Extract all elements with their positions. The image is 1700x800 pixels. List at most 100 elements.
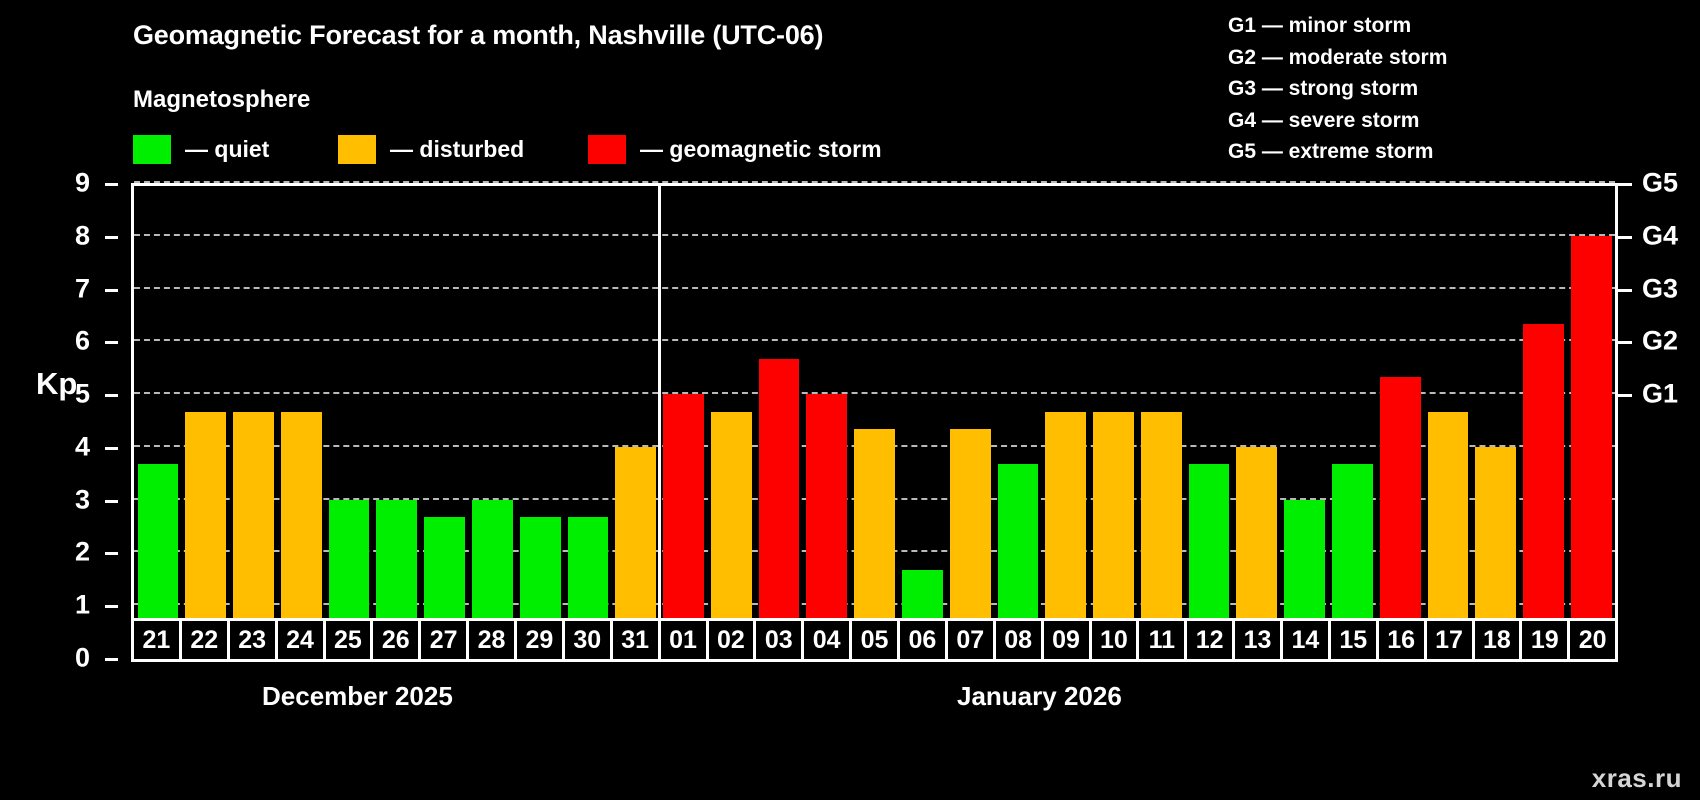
day-label-30[interactable]: 30 — [564, 621, 613, 659]
g-tick-label-G2: G2 — [1642, 325, 1679, 356]
bar-cell-29[interactable] — [516, 186, 564, 658]
plot-area — [131, 181, 1618, 658]
bar-cell-26[interactable] — [373, 186, 421, 658]
day-label-10[interactable]: 10 — [1091, 621, 1140, 659]
legend-item-disturbed: — disturbed — [338, 134, 524, 164]
day-label-09[interactable]: 09 — [1043, 621, 1092, 659]
month-divider — [658, 186, 662, 658]
storm-swatch-icon — [588, 134, 626, 164]
day-label-14[interactable]: 14 — [1283, 621, 1331, 659]
day-label-05[interactable]: 05 — [852, 621, 900, 659]
bar-03[interactable] — [758, 358, 800, 658]
bar-cell-25[interactable] — [325, 186, 373, 658]
day-label-03[interactable]: 03 — [756, 621, 805, 659]
g-tick-label-G1: G1 — [1642, 378, 1679, 409]
bar-cell-27[interactable] — [421, 186, 469, 658]
day-label-19[interactable]: 19 — [1522, 621, 1571, 659]
bar-09[interactable] — [1045, 411, 1087, 658]
bar-cell-13[interactable] — [1233, 186, 1281, 658]
g-axis: G5 G4 G3 G2 G1 — [1618, 168, 1700, 660]
bar-16[interactable] — [1379, 376, 1421, 658]
bar-cell-08[interactable] — [994, 186, 1042, 658]
day-label-15[interactable]: 15 — [1330, 621, 1379, 659]
day-label-20[interactable]: 20 — [1570, 621, 1616, 659]
g-scale-line-g1: G1 — minor storm — [1228, 14, 1412, 37]
bar-cell-20[interactable] — [1567, 186, 1615, 658]
watermark: xras.ru — [1591, 763, 1682, 793]
bar-cell-18[interactable] — [1472, 186, 1520, 658]
bar-cell-30[interactable] — [564, 186, 612, 658]
bar-cell-23[interactable] — [230, 186, 278, 658]
bar-cell-02[interactable] — [707, 186, 755, 658]
day-label-13[interactable]: 13 — [1235, 621, 1283, 659]
gridline-kp-8 — [134, 233, 1615, 236]
day-label-29[interactable]: 29 — [517, 621, 565, 659]
day-label-01[interactable]: 01 — [660, 621, 709, 659]
day-label-08[interactable]: 08 — [995, 621, 1044, 659]
bar-cell-10[interactable] — [1090, 186, 1138, 658]
day-label-02[interactable]: 02 — [708, 621, 757, 659]
y-tick-3 — [105, 499, 118, 503]
g-tick-label-G4: G4 — [1642, 220, 1679, 251]
y-tick-1 — [105, 605, 118, 609]
bar-02[interactable] — [710, 411, 752, 658]
y-tick-label-2: 2 — [74, 536, 90, 567]
day-label-11[interactable]: 11 — [1139, 621, 1188, 659]
bar-cell-14[interactable] — [1281, 186, 1329, 658]
bar-cell-17[interactable] — [1424, 186, 1472, 658]
bar-cell-21[interactable] — [134, 186, 182, 658]
g-tick-G2 — [1618, 341, 1632, 345]
bar-cell-01[interactable] — [660, 186, 708, 658]
gridline-kp-7 — [134, 286, 1615, 289]
bar-cell-31[interactable] — [612, 186, 660, 658]
bar-cell-12[interactable] — [1185, 186, 1233, 658]
day-label-17[interactable]: 17 — [1426, 621, 1475, 659]
bar-cell-04[interactable] — [803, 186, 851, 658]
bar-cell-19[interactable] — [1520, 186, 1568, 658]
day-label-04[interactable]: 04 — [804, 621, 853, 659]
bar-04[interactable] — [806, 394, 848, 658]
disturbed-swatch-icon — [338, 134, 376, 164]
g-scale-line-g2: G2 — moderate storm — [1228, 45, 1448, 69]
bar-10[interactable] — [1093, 411, 1134, 658]
bar-24[interactable] — [280, 411, 322, 658]
day-label-23[interactable]: 23 — [229, 621, 278, 659]
bar-20[interactable] — [1570, 235, 1612, 658]
bar-cell-28[interactable] — [468, 186, 516, 658]
day-label-12[interactable]: 12 — [1187, 621, 1236, 659]
magnetosphere-label: Magnetosphere — [133, 86, 311, 113]
bar-11[interactable] — [1140, 411, 1182, 658]
day-label-27[interactable]: 27 — [421, 621, 470, 659]
day-label-16[interactable]: 16 — [1378, 621, 1427, 659]
day-label-21[interactable]: 21 — [134, 621, 182, 659]
bar-cell-06[interactable] — [899, 186, 947, 658]
bar-01[interactable] — [663, 394, 704, 658]
day-label-31[interactable]: 31 — [612, 621, 661, 659]
bar-cell-16[interactable] — [1376, 186, 1424, 658]
bar-cell-03[interactable] — [755, 186, 803, 658]
day-label-06[interactable]: 06 — [900, 621, 948, 659]
y-axis-title: Kp — [36, 366, 78, 401]
bar-cell-05[interactable] — [851, 186, 899, 658]
page-title: Geomagnetic Forecast for a month, Nashvi… — [133, 20, 824, 50]
bar-cell-11[interactable] — [1137, 186, 1185, 658]
bar-cell-24[interactable] — [277, 186, 325, 658]
day-label-24[interactable]: 24 — [277, 621, 326, 659]
bar-23[interactable] — [233, 411, 274, 658]
y-tick-label-4: 4 — [74, 431, 90, 462]
bar-cell-07[interactable] — [946, 186, 994, 658]
day-label-25[interactable]: 25 — [325, 621, 374, 659]
day-label-18[interactable]: 18 — [1474, 621, 1523, 659]
bar-17[interactable] — [1427, 411, 1469, 658]
bar-cell-22[interactable] — [182, 186, 230, 658]
y-tick-6 — [105, 341, 118, 345]
bar-22[interactable] — [185, 411, 227, 658]
day-label-22[interactable]: 22 — [181, 621, 230, 659]
bar-19[interactable] — [1523, 323, 1564, 658]
day-label-26[interactable]: 26 — [373, 621, 422, 659]
day-label-28[interactable]: 28 — [469, 621, 517, 659]
bar-cell-09[interactable] — [1042, 186, 1090, 658]
day-label-07[interactable]: 07 — [947, 621, 996, 659]
bar-cell-15[interactable] — [1329, 186, 1377, 658]
